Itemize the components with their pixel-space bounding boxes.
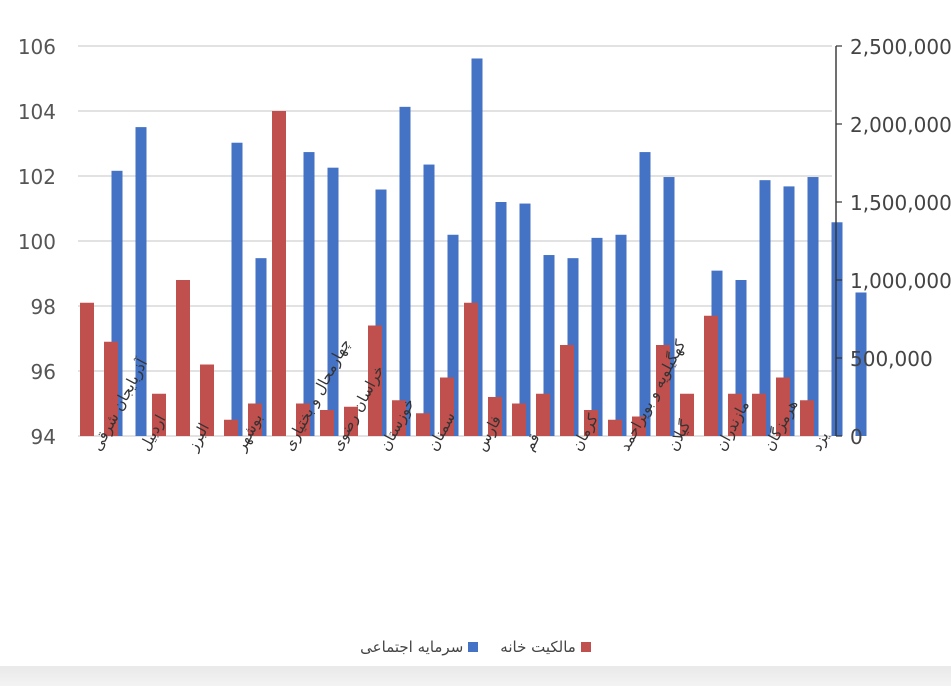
bar-home-ownership <box>536 393 550 436</box>
bar-home-ownership <box>80 302 94 436</box>
bar-social-capital <box>375 189 387 436</box>
bar-home-ownership <box>752 393 766 436</box>
bar-home-ownership <box>344 406 358 436</box>
y-right-tick-label: 1,000,000 <box>850 269 951 293</box>
bar-home-ownership <box>104 341 118 436</box>
y-axis-left: 94 96 98 100 102 104 106 <box>18 35 56 449</box>
bar-home-ownership <box>392 400 406 436</box>
y-left-tick-label: 94 <box>31 425 56 449</box>
bar-social-capital <box>759 180 771 436</box>
bar-home-ownership <box>296 403 310 436</box>
bar-social-capital <box>543 255 555 436</box>
bar-social-capital <box>327 167 339 436</box>
legend-label: مالکیت خانه <box>500 638 576 656</box>
bar-home-ownership <box>656 345 670 436</box>
bar-home-ownership <box>800 400 814 436</box>
bar-home-ownership <box>464 302 478 436</box>
bar-home-ownership <box>200 364 214 436</box>
bar-home-ownership <box>368 325 382 436</box>
y-right-tick-label: 1,500,000 <box>850 191 951 215</box>
y-left-tick-label: 100 <box>18 230 56 254</box>
bar-home-ownership <box>776 377 790 436</box>
legend-swatch-red <box>580 642 591 652</box>
bar-social-capital <box>663 177 675 437</box>
legend-swatch-blue <box>468 642 479 652</box>
bar-home-ownership <box>440 377 454 436</box>
y-left-tick-label: 98 <box>31 295 56 319</box>
bar-social-capital <box>519 203 531 436</box>
bar-home-ownership <box>704 315 718 436</box>
bar-home-ownership <box>224 419 238 436</box>
y-right-tick-label: 2,000,000 <box>850 113 951 137</box>
y-right-tick-label: 500,000 <box>850 347 933 371</box>
bar-home-ownership <box>584 410 598 436</box>
legend-item-home-ownership: مالکیت خانه <box>500 638 591 656</box>
y-right-tick-label: 2,500,000 <box>850 35 951 59</box>
bar-social-capital <box>447 234 459 436</box>
bar-home-ownership <box>680 393 694 436</box>
bar-social-capital <box>783 186 795 436</box>
bar-home-ownership <box>320 410 334 436</box>
bar-home-ownership <box>176 280 190 436</box>
bar-social-capital <box>639 152 651 436</box>
bar-social-capital <box>615 234 627 436</box>
bar-home-ownership <box>248 403 262 436</box>
bar-social-capital <box>591 237 603 436</box>
bar-home-ownership <box>560 345 574 436</box>
y-axis-right: 0 500,000 1,000,000 1,500,000 2,000,000 2,500… <box>835 35 951 449</box>
bar-social-capital <box>135 127 147 437</box>
bar-social-capital <box>495 202 507 436</box>
series-home-ownership <box>80 111 814 436</box>
bar-home-ownership <box>728 393 742 436</box>
y-left-tick-label: 96 <box>31 360 56 384</box>
legend-label: سرمایه اجتماعی <box>360 638 464 656</box>
legend: مالکیت خانه سرمایه اجتماعی <box>0 638 951 656</box>
bar-social-capital <box>399 106 411 436</box>
bar-social-capital <box>303 152 315 436</box>
bar-social-capital <box>255 258 267 436</box>
y-right-tick-label: 0 <box>850 425 863 449</box>
bar-social-capital <box>423 164 435 436</box>
bar-social-capital <box>807 177 819 437</box>
bar-home-ownership <box>512 403 526 436</box>
bar-home-ownership <box>608 419 622 436</box>
x-tick-label: قم <box>520 430 544 454</box>
bar-social-capital <box>471 58 483 436</box>
bar-social-capital <box>111 170 123 437</box>
legend-item-social-capital: سرمایه اجتماعی <box>360 638 479 656</box>
bar-social-capital <box>231 142 243 436</box>
bar-home-ownership <box>416 413 430 436</box>
bar-home-ownership <box>152 393 166 436</box>
bar-social-capital <box>855 292 867 436</box>
y-left-tick-label: 102 <box>18 165 56 189</box>
bar-home-ownership <box>488 397 502 436</box>
y-left-tick-label: 106 <box>18 35 56 59</box>
series-social-capital <box>111 58 867 437</box>
y-left-tick-label: 104 <box>18 100 56 124</box>
bar-social-capital <box>735 280 747 436</box>
bottom-band <box>0 666 951 686</box>
bar-home-ownership <box>632 416 646 436</box>
bar-social-capital <box>831 222 843 436</box>
bar-home-ownership <box>272 111 286 436</box>
